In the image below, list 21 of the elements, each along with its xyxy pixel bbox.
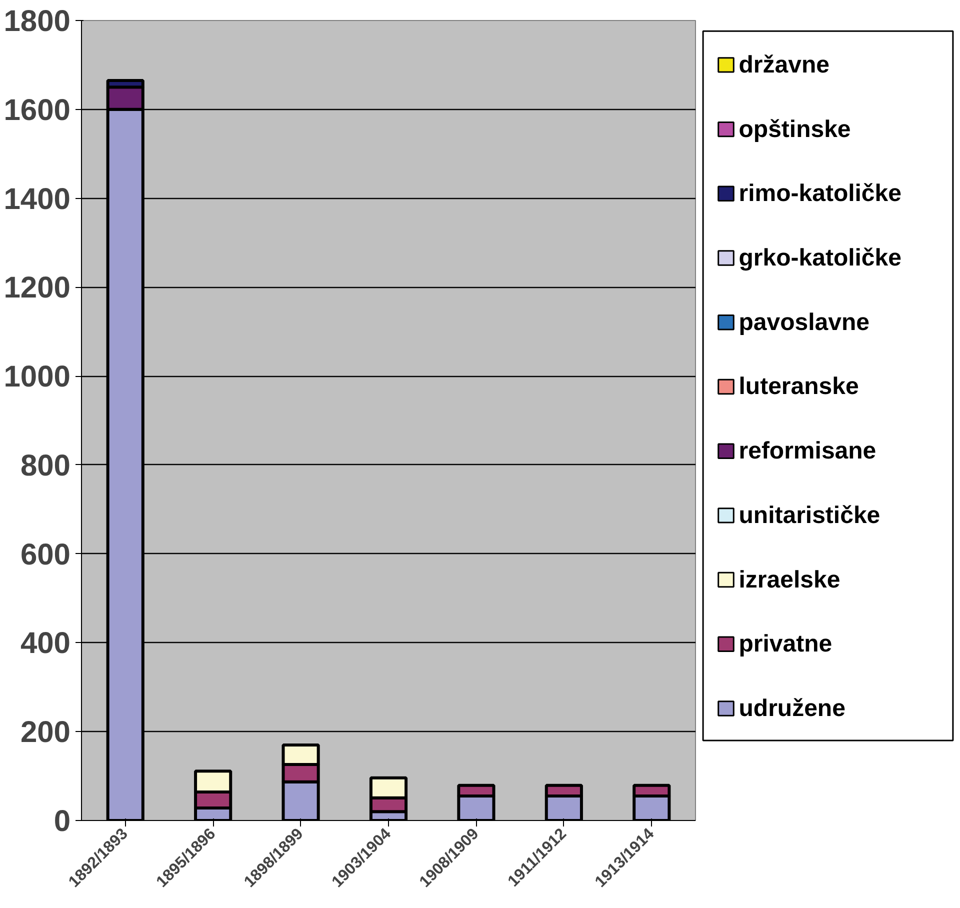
- legend-label: luteranske: [738, 373, 859, 400]
- legend-label: reformisane: [738, 438, 876, 465]
- legend-label: pavoslavne: [738, 308, 870, 336]
- legend-label: grko-katoličke: [738, 244, 902, 272]
- y-tick-label: 1200: [4, 272, 71, 305]
- y-tick-label: 0: [54, 805, 71, 838]
- y-tick-label: 1600: [4, 94, 71, 127]
- legend-label: unitarističke: [738, 502, 880, 529]
- legend-label: privatne: [738, 630, 832, 658]
- legend-label: državne: [738, 51, 830, 78]
- y-tick-label: 600: [20, 538, 71, 572]
- legend-label: udružene: [738, 695, 846, 722]
- y-tick-label: 400: [20, 627, 71, 660]
- legend-label: rimo-katoličke: [738, 180, 902, 208]
- legend-label: izraelske: [738, 566, 840, 594]
- y-tick-label: 200: [20, 716, 71, 750]
- y-tick-label: 1800: [4, 5, 71, 38]
- legend-label: opštinske: [738, 116, 851, 143]
- y-tick-label: 1000: [4, 360, 71, 394]
- y-tick-label: 800: [20, 449, 71, 482]
- y-tick-label: 1400: [4, 182, 71, 216]
